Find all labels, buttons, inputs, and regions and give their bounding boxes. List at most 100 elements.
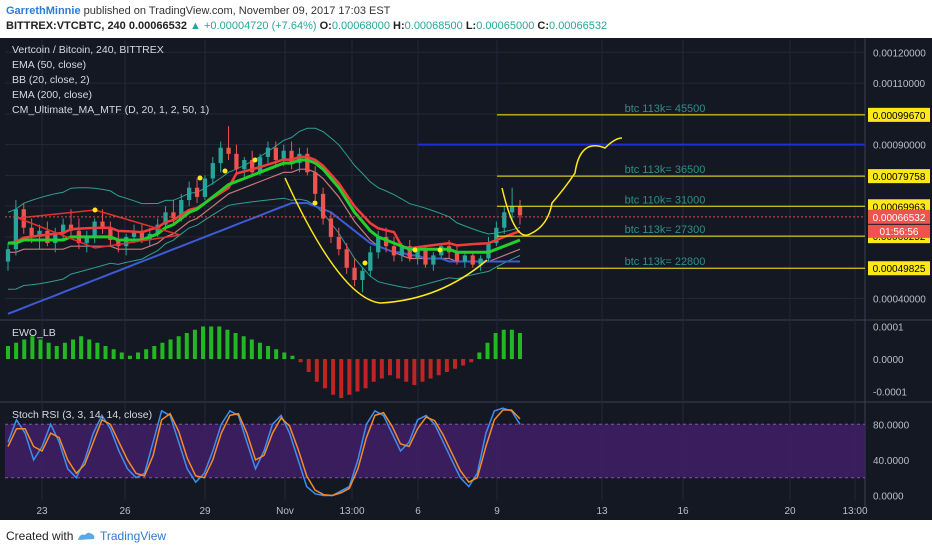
candle-body	[226, 147, 231, 154]
low-label: L:	[465, 20, 477, 32]
author-link[interactable]: GarrethMinnie	[6, 5, 81, 17]
price-level-annotation: btc 113k= 22800	[625, 256, 706, 268]
ewo-bar	[404, 359, 409, 382]
candle-body	[179, 200, 184, 219]
tradingview-brand[interactable]: TradingView	[100, 529, 167, 543]
candle-body	[360, 270, 365, 280]
ewo-bar	[87, 339, 92, 359]
ewo-bar	[209, 326, 214, 359]
candle-body	[155, 224, 160, 234]
y-tick-label: 0.00090000	[873, 141, 926, 152]
open-value: 0.00068000	[331, 20, 390, 32]
ewo-bar	[233, 333, 238, 359]
price-level-annotation: btc 113k= 27300	[625, 224, 706, 236]
candle-body	[13, 209, 19, 250]
candle-body	[234, 153, 239, 170]
stoch-y-tick: 0.0000	[873, 492, 904, 503]
ewo-bar	[225, 329, 230, 359]
high-value: 0.00068500	[404, 20, 463, 32]
ewo-bar	[428, 359, 433, 379]
signal-dot	[222, 168, 228, 174]
price-level-tag	[868, 199, 930, 214]
candle-body	[376, 236, 381, 253]
ema200-line	[7, 202, 520, 315]
last-price-tag	[868, 209, 930, 224]
chart-canvas[interactable]: 0.001200000.001100000.001000000.00090000…	[0, 38, 932, 520]
ewo-bar	[176, 336, 181, 359]
ewo-bar	[62, 342, 67, 359]
ewo-bar	[339, 359, 344, 398]
ewo-bar	[396, 359, 401, 379]
ewo-bar	[217, 326, 222, 359]
ewo-bar	[71, 339, 76, 359]
price-level-annotation: btc 113k= 45500	[625, 103, 706, 115]
last-price: 0.00066532	[128, 20, 187, 32]
ewo-bar	[79, 336, 84, 359]
price-level-annotation: btc 113k= 36500	[625, 164, 706, 176]
ewo-bar	[469, 359, 474, 363]
countdown-tag	[868, 224, 930, 238]
candle-body	[352, 267, 357, 280]
candle-body	[494, 227, 499, 244]
candle-body	[194, 187, 200, 197]
ewo-bar	[461, 359, 466, 366]
candle-body	[399, 246, 404, 256]
ewo-bar	[355, 359, 360, 392]
ema50-line	[8, 158, 521, 254]
ewo-bar	[452, 359, 457, 369]
chart-title: Vertcoin / Bitcoin, 240, BITTREX	[12, 44, 164, 56]
candle-body	[61, 224, 66, 234]
ewo-bar	[30, 336, 35, 359]
ewo-bar	[192, 329, 197, 359]
stoch-title: Stoch RSI (3, 3, 14, 14, close)	[12, 409, 152, 421]
publish-line: GarrethMinnie published on TradingView.c…	[6, 5, 390, 17]
ewo-bar	[314, 359, 319, 382]
ewo-bar	[290, 355, 295, 359]
ewo-bar	[152, 346, 157, 359]
ewo-bar	[412, 359, 417, 385]
ewo-y-tick: 0.0001	[873, 323, 904, 334]
candle-body	[391, 246, 397, 256]
tradingview-logo-icon	[78, 532, 95, 540]
candle-body	[21, 209, 26, 228]
ma-mtf-line	[7, 155, 521, 250]
chart-area[interactable]: 0.001200000.001100000.001000000.00090000…	[0, 38, 932, 520]
candle-body	[320, 193, 326, 219]
candle-body	[84, 236, 89, 244]
candle-body	[68, 224, 74, 231]
ewo-bar	[6, 346, 10, 359]
signal-dot	[412, 247, 418, 253]
candle-body	[328, 218, 334, 237]
x-tick-label: Nov	[276, 506, 294, 517]
ewo-bar	[266, 346, 271, 359]
ewo-bar	[485, 342, 490, 359]
candle-body	[250, 160, 255, 173]
ewo-bar	[306, 359, 311, 372]
candle-body	[368, 252, 373, 271]
candle-body	[502, 212, 507, 228]
candle-body	[92, 221, 97, 237]
ewo-bar	[127, 355, 132, 359]
candle-body	[313, 172, 318, 194]
bollinger-upper-band	[7, 127, 521, 235]
candle-body	[242, 160, 247, 170]
candle-body	[100, 221, 105, 228]
close-label: C:	[537, 20, 550, 32]
price-level-tag-label: 0.00049825	[873, 264, 926, 275]
ewo-bar	[282, 352, 287, 359]
ewo-bar	[144, 349, 149, 359]
price-level-tag	[868, 169, 930, 184]
ewo-bar	[184, 333, 189, 359]
candle-body	[163, 212, 168, 225]
signal-dot	[92, 207, 98, 213]
ewo-bar	[322, 359, 327, 389]
indicator-legend: BB (20, close, 2)	[12, 74, 90, 86]
candle-body	[265, 147, 271, 157]
ewo-bar	[160, 342, 165, 359]
signal-dot	[312, 200, 318, 206]
ewo-bar	[14, 342, 19, 359]
x-tick-label: 23	[36, 506, 48, 517]
ewo-bar	[111, 349, 116, 359]
candle-body	[131, 230, 137, 237]
ewo-bar	[201, 326, 206, 359]
